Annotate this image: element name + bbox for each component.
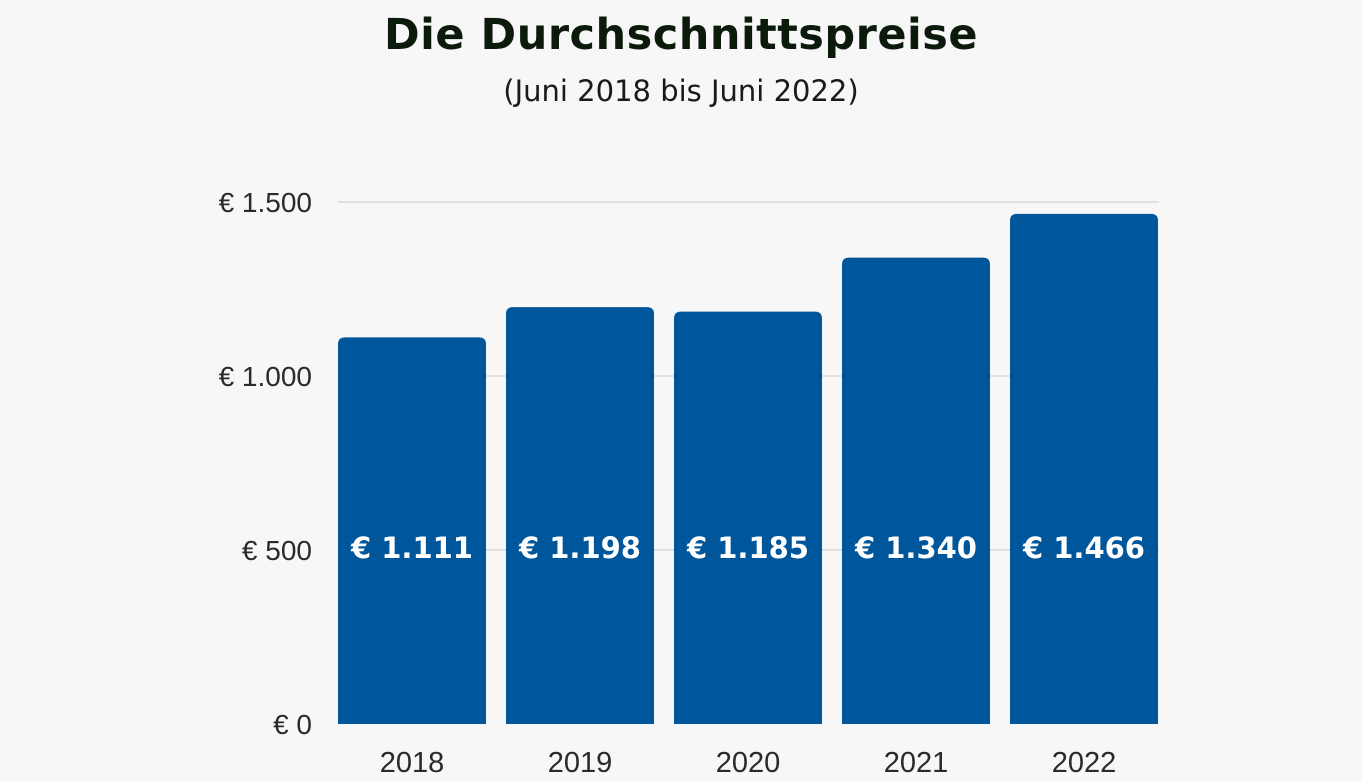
y-tick-label: € 500 [242, 535, 312, 566]
x-tick-label: 2022 [1052, 747, 1117, 779]
chart-title: Die Durchschnittspreise [383, 10, 979, 60]
bar-data-label: € 1.185 [686, 531, 809, 565]
x-tick-label: 2019 [548, 747, 613, 779]
x-tick-label: 2021 [884, 747, 949, 779]
y-tick-label: € 1.500 [219, 187, 312, 218]
bar [506, 307, 654, 724]
bar-data-label: € 1.198 [518, 531, 641, 565]
y-tick-label: € 1.000 [219, 361, 312, 392]
bar-data-label: € 1.340 [854, 531, 977, 565]
y-tick-label: € 0 [273, 709, 312, 740]
bar-data-label: € 1.466 [1022, 531, 1145, 565]
x-tick-label: 2018 [380, 747, 445, 779]
bar [674, 311, 822, 724]
bar [1010, 213, 1158, 724]
bar [842, 257, 990, 724]
x-tick-label: 2020 [716, 747, 781, 779]
bar-data-label: € 1.111 [350, 531, 473, 565]
chart-subtitle: (Juni 2018 bis Juni 2022) [503, 74, 859, 108]
bar [338, 337, 486, 724]
